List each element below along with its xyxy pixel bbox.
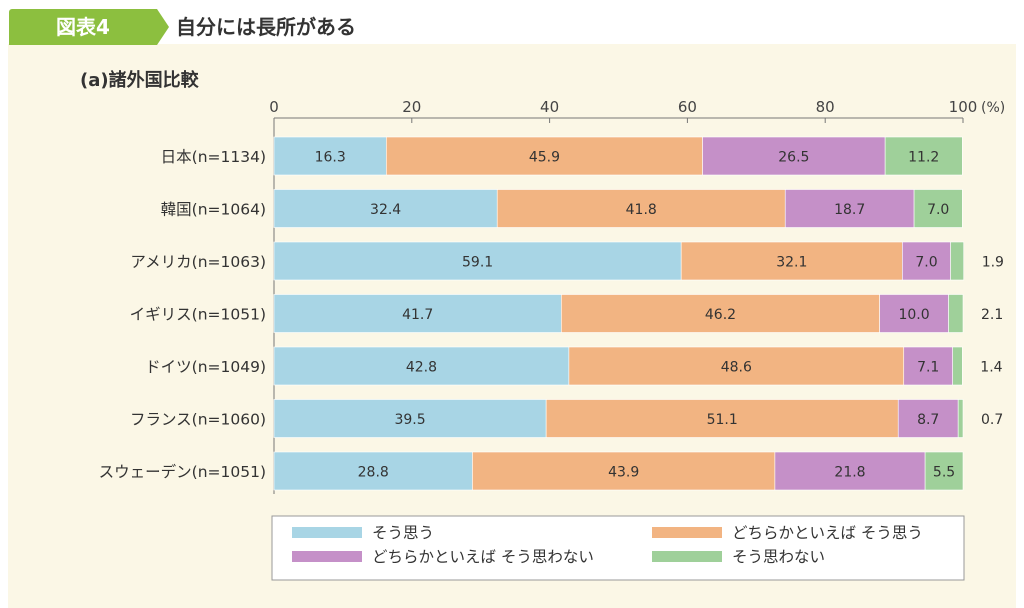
bar-segment (680, 241, 903, 281)
category-label: スウェーデン(n=1051) (99, 462, 266, 481)
data-label: 1.4 (980, 360, 1002, 376)
x-tick-label: 20 (402, 98, 421, 116)
data-label: 39.5 (394, 412, 425, 428)
bar-segment (273, 136, 387, 176)
data-label: 48.6 (721, 360, 752, 376)
category-label: フランス(n=1060) (130, 411, 266, 429)
data-label: 42.8 (406, 360, 437, 376)
category-label: アメリカ(n=1063) (130, 253, 266, 271)
chart-subtitle: (a)諸外国比較 (80, 70, 199, 91)
bar-segment (273, 241, 682, 281)
data-label: 26.5 (778, 150, 809, 166)
x-tick-label: 60 (678, 98, 697, 116)
category-label: 日本(n=1134) (161, 148, 266, 166)
data-label: 32.1 (776, 255, 807, 271)
legend-swatch (652, 551, 722, 562)
bar-segment (952, 346, 963, 386)
figure-label: 図表4 (9, 9, 169, 45)
data-label: 5.5 (933, 465, 955, 481)
bar-segment (568, 346, 905, 386)
legend-label: どちらかといえば そう思わない (372, 548, 594, 566)
bar-segment (879, 294, 949, 333)
data-label: 41.8 (626, 202, 657, 218)
data-label: 45.9 (529, 150, 560, 166)
legend-swatch (652, 527, 722, 538)
legend-label: どちらかといえば そう思う (732, 524, 923, 542)
bar-segment (950, 241, 964, 281)
bar-segment (913, 189, 963, 228)
data-label: 2.1 (981, 307, 1003, 323)
bar-segment (903, 346, 953, 386)
category-label: ドイツ(n=1049) (145, 358, 266, 376)
data-label: 16.3 (315, 150, 346, 166)
data-label: 7.1 (917, 360, 939, 376)
bar-segment (545, 399, 899, 438)
bar-segment (561, 294, 880, 333)
data-label: 11.2 (908, 150, 939, 166)
data-label: 41.7 (402, 307, 433, 323)
bar-segment (702, 136, 886, 176)
data-label: 7.0 (915, 255, 937, 271)
data-label: 8.7 (917, 412, 939, 428)
data-label: 0.7 (981, 412, 1003, 428)
bar-segment (924, 451, 964, 491)
bar-segment (496, 189, 786, 228)
data-label: 59.1 (462, 255, 493, 271)
data-label: 1.9 (982, 255, 1004, 271)
data-label: 10.0 (898, 307, 929, 323)
figure-title: 自分には長所がある (176, 15, 356, 39)
category-label: イギリス(n=1051) (130, 306, 266, 324)
data-label: 32.4 (370, 202, 401, 218)
x-tick-label: 40 (540, 98, 559, 116)
bar-segment (273, 451, 473, 491)
bar-segment (957, 399, 964, 438)
bar-segment (884, 136, 963, 176)
bar-segment (386, 136, 703, 176)
data-label: 7.0 (927, 202, 949, 218)
legend-swatch (292, 527, 362, 538)
data-label: 51.1 (707, 412, 738, 428)
data-label: 46.2 (705, 307, 736, 323)
data-label: 28.8 (358, 465, 389, 481)
bar-segment (897, 399, 959, 438)
x-tick-label: 80 (816, 98, 835, 116)
bar-segment (472, 451, 776, 491)
x-tick-label: 0 (269, 98, 279, 116)
category-label: 韓国(n=1064) (161, 201, 266, 219)
data-label: 21.8 (834, 465, 865, 481)
bar-segment (774, 451, 926, 491)
legend-swatch (292, 551, 362, 562)
legend-label: そう思う (372, 524, 434, 542)
x-axis-unit: (%) (981, 100, 1005, 116)
legend-box (271, 515, 965, 581)
bar-segment (784, 189, 915, 228)
bar-segment (948, 294, 964, 333)
data-label: 18.7 (834, 202, 865, 218)
data-label: 43.9 (608, 465, 639, 481)
legend-label: そう思わない (732, 548, 825, 566)
x-tick-label: 100 (949, 98, 978, 116)
bar-segment (273, 189, 498, 228)
